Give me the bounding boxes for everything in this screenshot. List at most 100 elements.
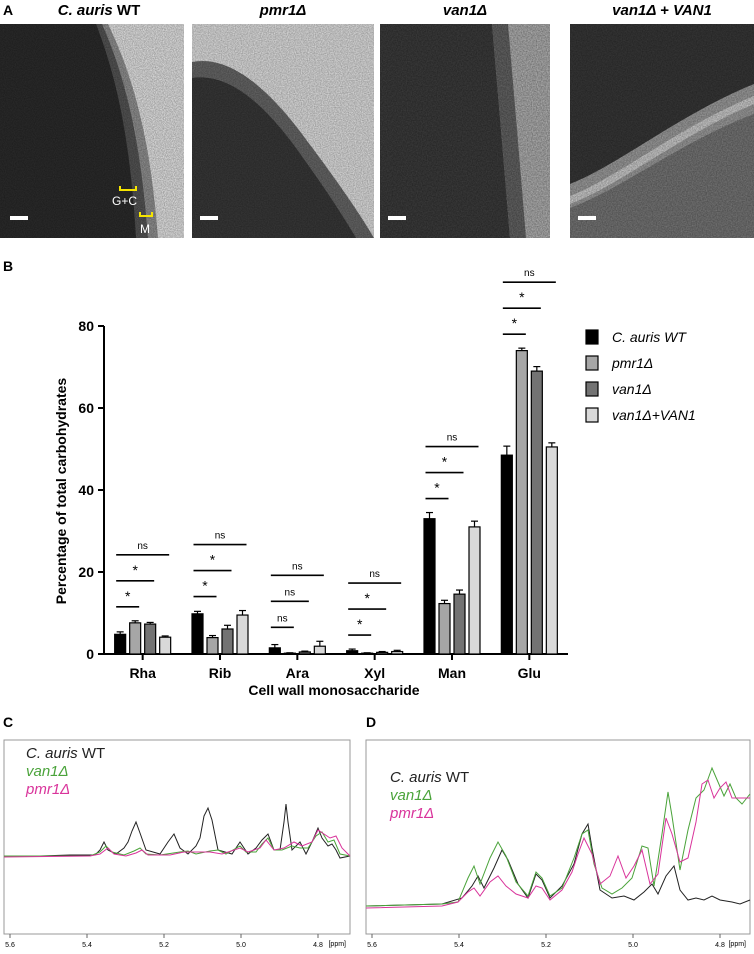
wt-trace [4,803,351,859]
x-tick-label: Ara [286,665,310,681]
pmr1-trace [3,829,351,858]
bar [545,446,558,655]
panel-d-letter: D [366,714,377,730]
em-image-van1 [380,24,550,238]
significance-label: ns [285,587,296,598]
bar [129,622,142,655]
legend-c-pmr1: pmr1Δ [25,781,70,798]
legend-label: C. auris WT [612,329,687,345]
legend-swatch [585,329,599,345]
bar [144,623,157,655]
x-tick-label: Glu [518,665,541,681]
ppm-tick-label: 5.0 [628,942,638,949]
significance-label: * [364,590,370,606]
y-tick-label: 60 [78,400,94,416]
em-image-pmr1 [192,24,374,238]
nmr-spectrum-d: 5.6 5.4 5.2 5.0 4.8 [ppm] C. auris WT van1Δ … [365,739,751,949]
scale-bar [388,216,406,220]
bar [191,613,204,655]
legend-d-pmr1: pmr1Δ [389,805,434,822]
significance-label: ns [292,561,303,572]
panel-b-letter: B [3,258,14,274]
bar [221,628,234,655]
x-tick-label: Rib [209,665,232,681]
bar [298,651,311,655]
ppm-tick-label: 5.0 [236,942,246,949]
monosaccharide-bar-chart: Percentage of total carbohydrates Cell w… [53,268,696,698]
bar [376,651,389,655]
annotation-gc: G+C [112,194,138,208]
significance-label: ns [524,268,535,279]
legend-c: C. auris WT van1Δ pmr1Δ [25,745,105,798]
significance-label: * [125,588,131,604]
legend-label: van1Δ+VAN1 [612,407,696,423]
legend-c-van1: van1Δ [26,763,69,780]
bar [268,647,281,655]
em-title-van1: van1Δ [442,2,488,19]
bar [468,526,481,655]
ppm-tick-label: 5.4 [454,942,464,949]
bar [236,614,249,655]
ppm-tick-label: 5.4 [82,942,92,949]
bar [114,633,127,655]
van1-trace [365,766,751,907]
y-tick-label: 20 [78,564,94,580]
em-title-pmr1: pmr1Δ [259,2,307,19]
significance-label: ns [447,433,458,444]
legend-d-wt: C. auris WT [390,769,469,786]
em-title-wt: C. auris WT [57,2,141,19]
significance-label: * [132,562,138,578]
significance-label: * [210,552,216,568]
significance-label: * [519,289,525,305]
panel-c-letter: C [3,714,14,730]
significance-label: * [357,616,363,632]
y-tick-label: 40 [78,482,94,498]
y-tick-label: 80 [78,318,94,334]
wt-trace [365,822,751,907]
em-title-van1-van1: van1Δ + VAN1 [612,2,712,19]
legend-swatch [585,381,599,397]
em-image-wt: G+C M [0,24,184,238]
bar [515,349,528,655]
spectrum-frame [365,739,751,935]
x-tick-label: Xyl [364,665,385,681]
ppm-tick-label: 5.6 [367,942,377,949]
significance-label: ns [277,613,288,624]
legend-label: pmr1Δ [611,355,653,371]
x-axis-label: Cell wall monosaccharide [248,682,419,698]
x-tick-label: Rha [129,665,156,681]
bar [530,370,543,655]
significance-label: * [202,578,208,594]
pmr1-trace [365,779,750,909]
bar [313,645,326,655]
y-axis-label: Percentage of total carbohydrates [53,378,69,605]
legend-swatch [585,355,599,371]
ppm-tick-label: 5.6 [5,942,15,949]
legend-d-van1: van1Δ [390,787,433,804]
bar [346,650,359,655]
scale-bar [200,216,218,220]
bar [391,650,404,655]
significance-label: * [442,454,448,470]
ppm-tick-label: 4.8 [715,942,725,949]
legend-c-wt: C. auris WT [26,745,105,762]
em-image-van1-complemented [570,24,754,238]
legend-swatch [585,407,599,423]
nmr-spectrum-c: 5.6 5.4 5.2 5.0 4.8 [ppm] C. auris WT van1Δ … [3,739,351,949]
scale-bar [10,216,28,220]
legend-d: C. auris WT van1Δ pmr1Δ [389,769,469,822]
panel-a-letter: A [3,2,14,18]
significance-label: ns [215,531,226,542]
ppm-unit: [ppm] [328,941,346,948]
bar [423,518,436,655]
significance-label: ns [137,541,148,552]
significance-label: * [512,315,518,331]
bar [159,636,172,655]
legend-label: van1Δ [612,381,652,397]
scale-bar [578,216,596,220]
x-tick-label: Man [438,665,466,681]
annotation-m: M [140,222,150,236]
ppm-unit: [ppm] [728,941,746,948]
y-tick-label: 0 [86,646,94,662]
significance-label: * [434,480,440,496]
